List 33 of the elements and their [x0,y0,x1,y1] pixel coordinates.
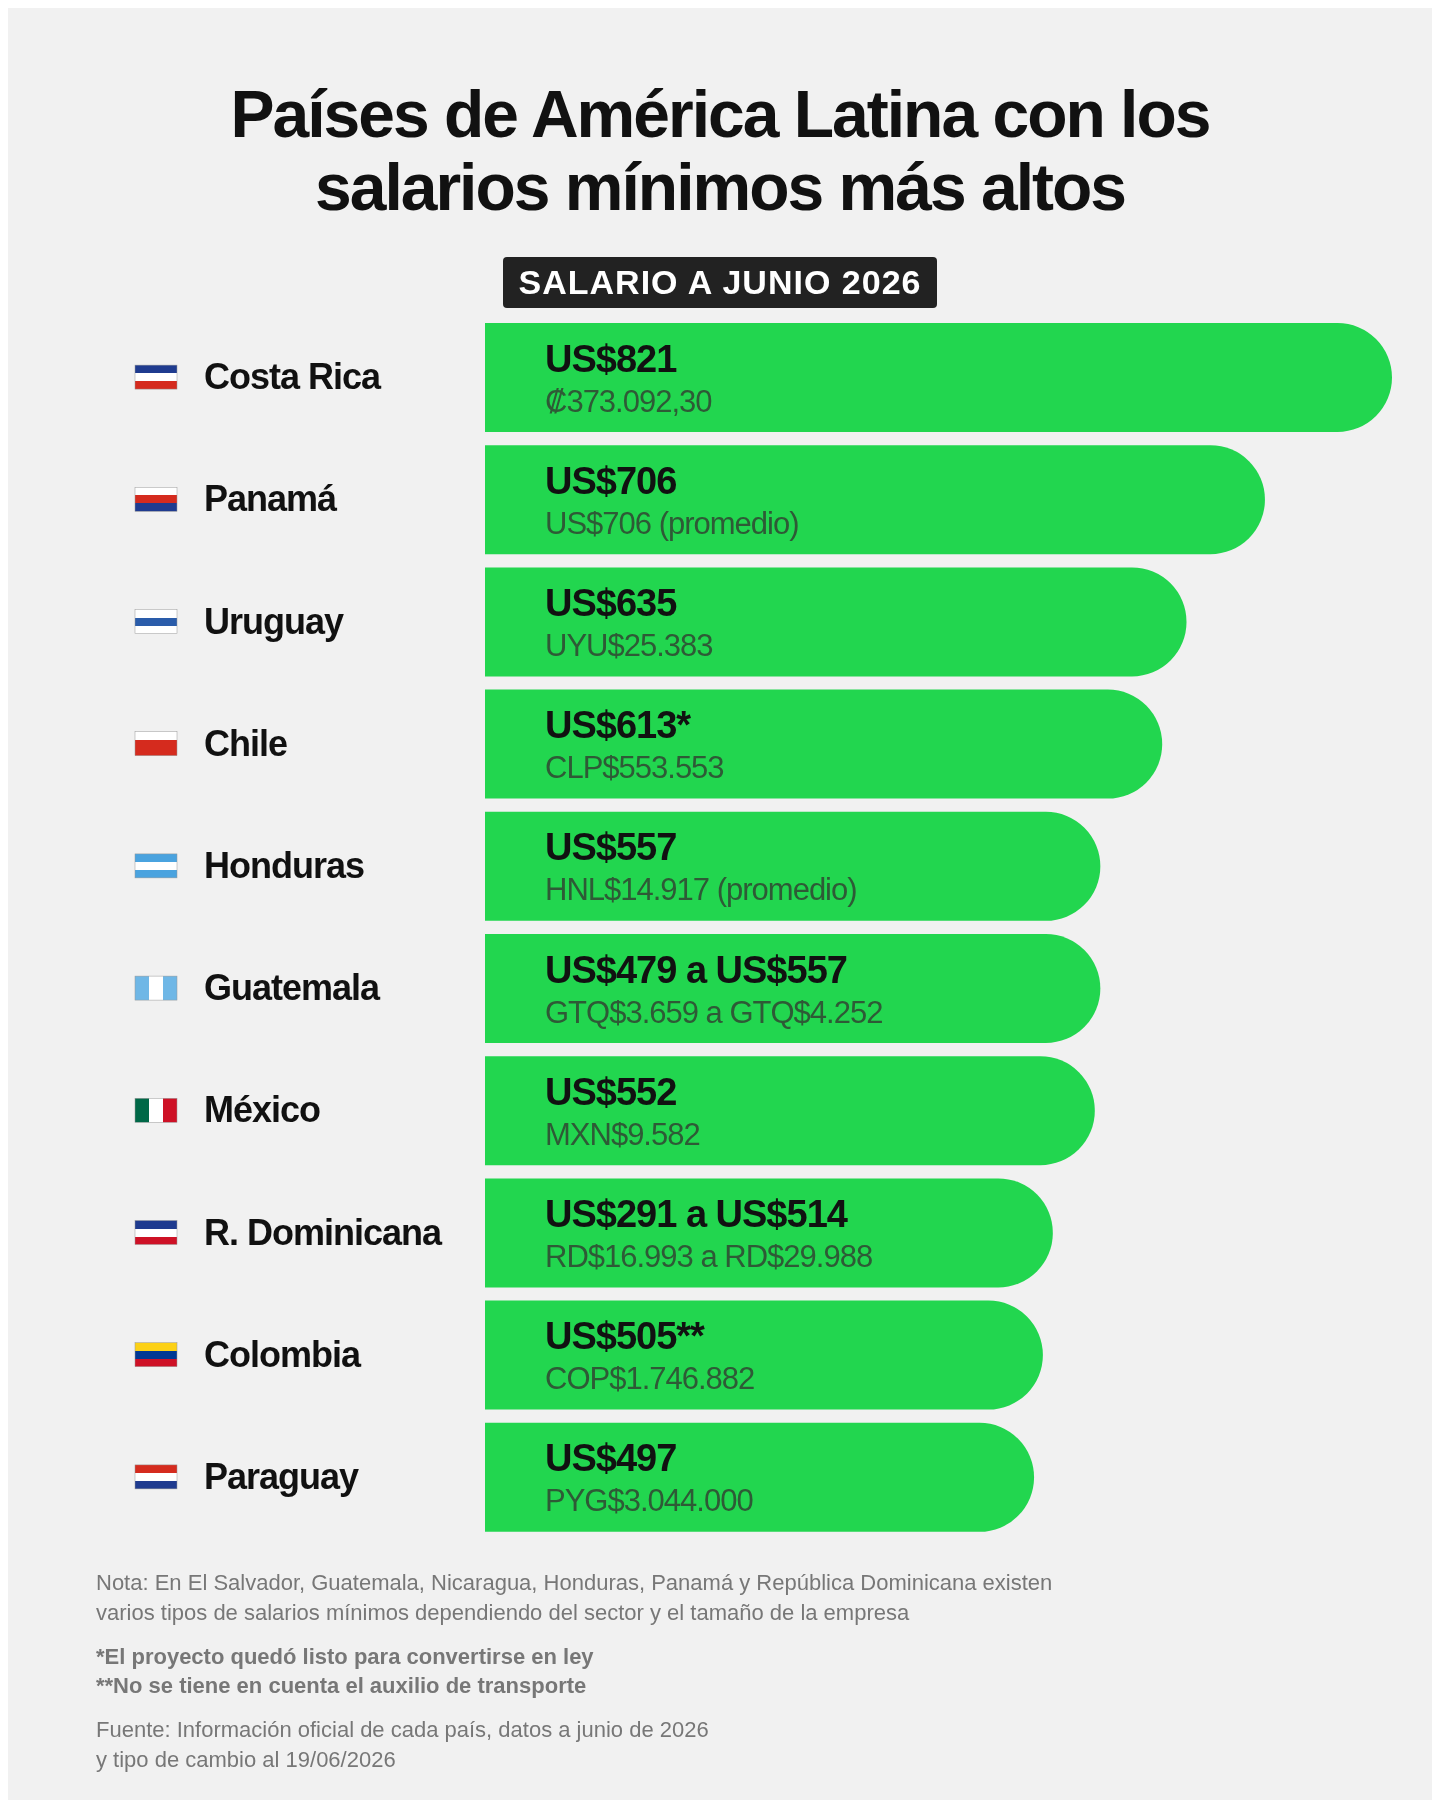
y-tick-label: Uruguay [204,600,344,642]
chart-title: Países de América Latina con los salarios mínimos más altos [229,77,1211,224]
data-label: US$479 a US$557 GTQ$3.659 a GTQ$4.252 [545,948,883,1030]
data-label: US$557 HNL$14.917 (promedio) [545,826,857,908]
y-tick-label: México [204,1089,321,1131]
data-label: US$552 MXN$9.582 [545,1070,700,1152]
bar [485,1422,1035,1532]
bar [485,323,1392,433]
y-tick-label: Panamá [204,478,339,520]
data-label: US$821 ₡373.092,30 [545,337,713,419]
data-label: US$505** COP$1.746.882 [545,1315,755,1397]
y-tick-label: Colombia [204,1333,362,1375]
bar [485,445,1265,555]
y-tick-label: Chile [204,722,288,764]
y-tick-label: R. Dominicana [204,1211,444,1253]
bar [485,1300,1043,1410]
chart-subtitle: SALARIO A JUNIO 2026 [502,257,938,309]
bar [485,811,1101,921]
source-note: Fuente: Información oficial de cada país, datos a junio de 2026 y tipo de cambio al 19/06/2026 [96,1715,710,1774]
data-label: US$706 US$706 (promedio) [545,459,799,541]
y-tick-label: Guatemala [204,967,382,1009]
text: Nota: En El Salvador, Guatemala, Nicaragua, Honduras, Panamá y República Dominicana existen varios tipos de salarios mínimos dependiendo del sector y el tamaño de la empresa [96,1569,1054,1627]
y-tick-label: Paraguay [204,1456,360,1498]
bar [485,689,1163,799]
data-label: US$613* CLP$553.553 [545,704,724,786]
data-label: US$497 PYG$3.044.000 [545,1437,754,1519]
bar [485,1056,1095,1166]
y-tick-label: Honduras [204,845,365,887]
bar [485,567,1187,677]
y-tick-label: Costa Rica [204,356,383,398]
data-label: US$291 a US$514 RD$16.993 a RD$29.988 [545,1193,873,1275]
data-label: US$635 UYU$25.383 [545,582,713,664]
text: *El proyecto quedó listo para convertirse en ley **No se tiene en cuenta el auxilio de transporte [96,1642,595,1701]
